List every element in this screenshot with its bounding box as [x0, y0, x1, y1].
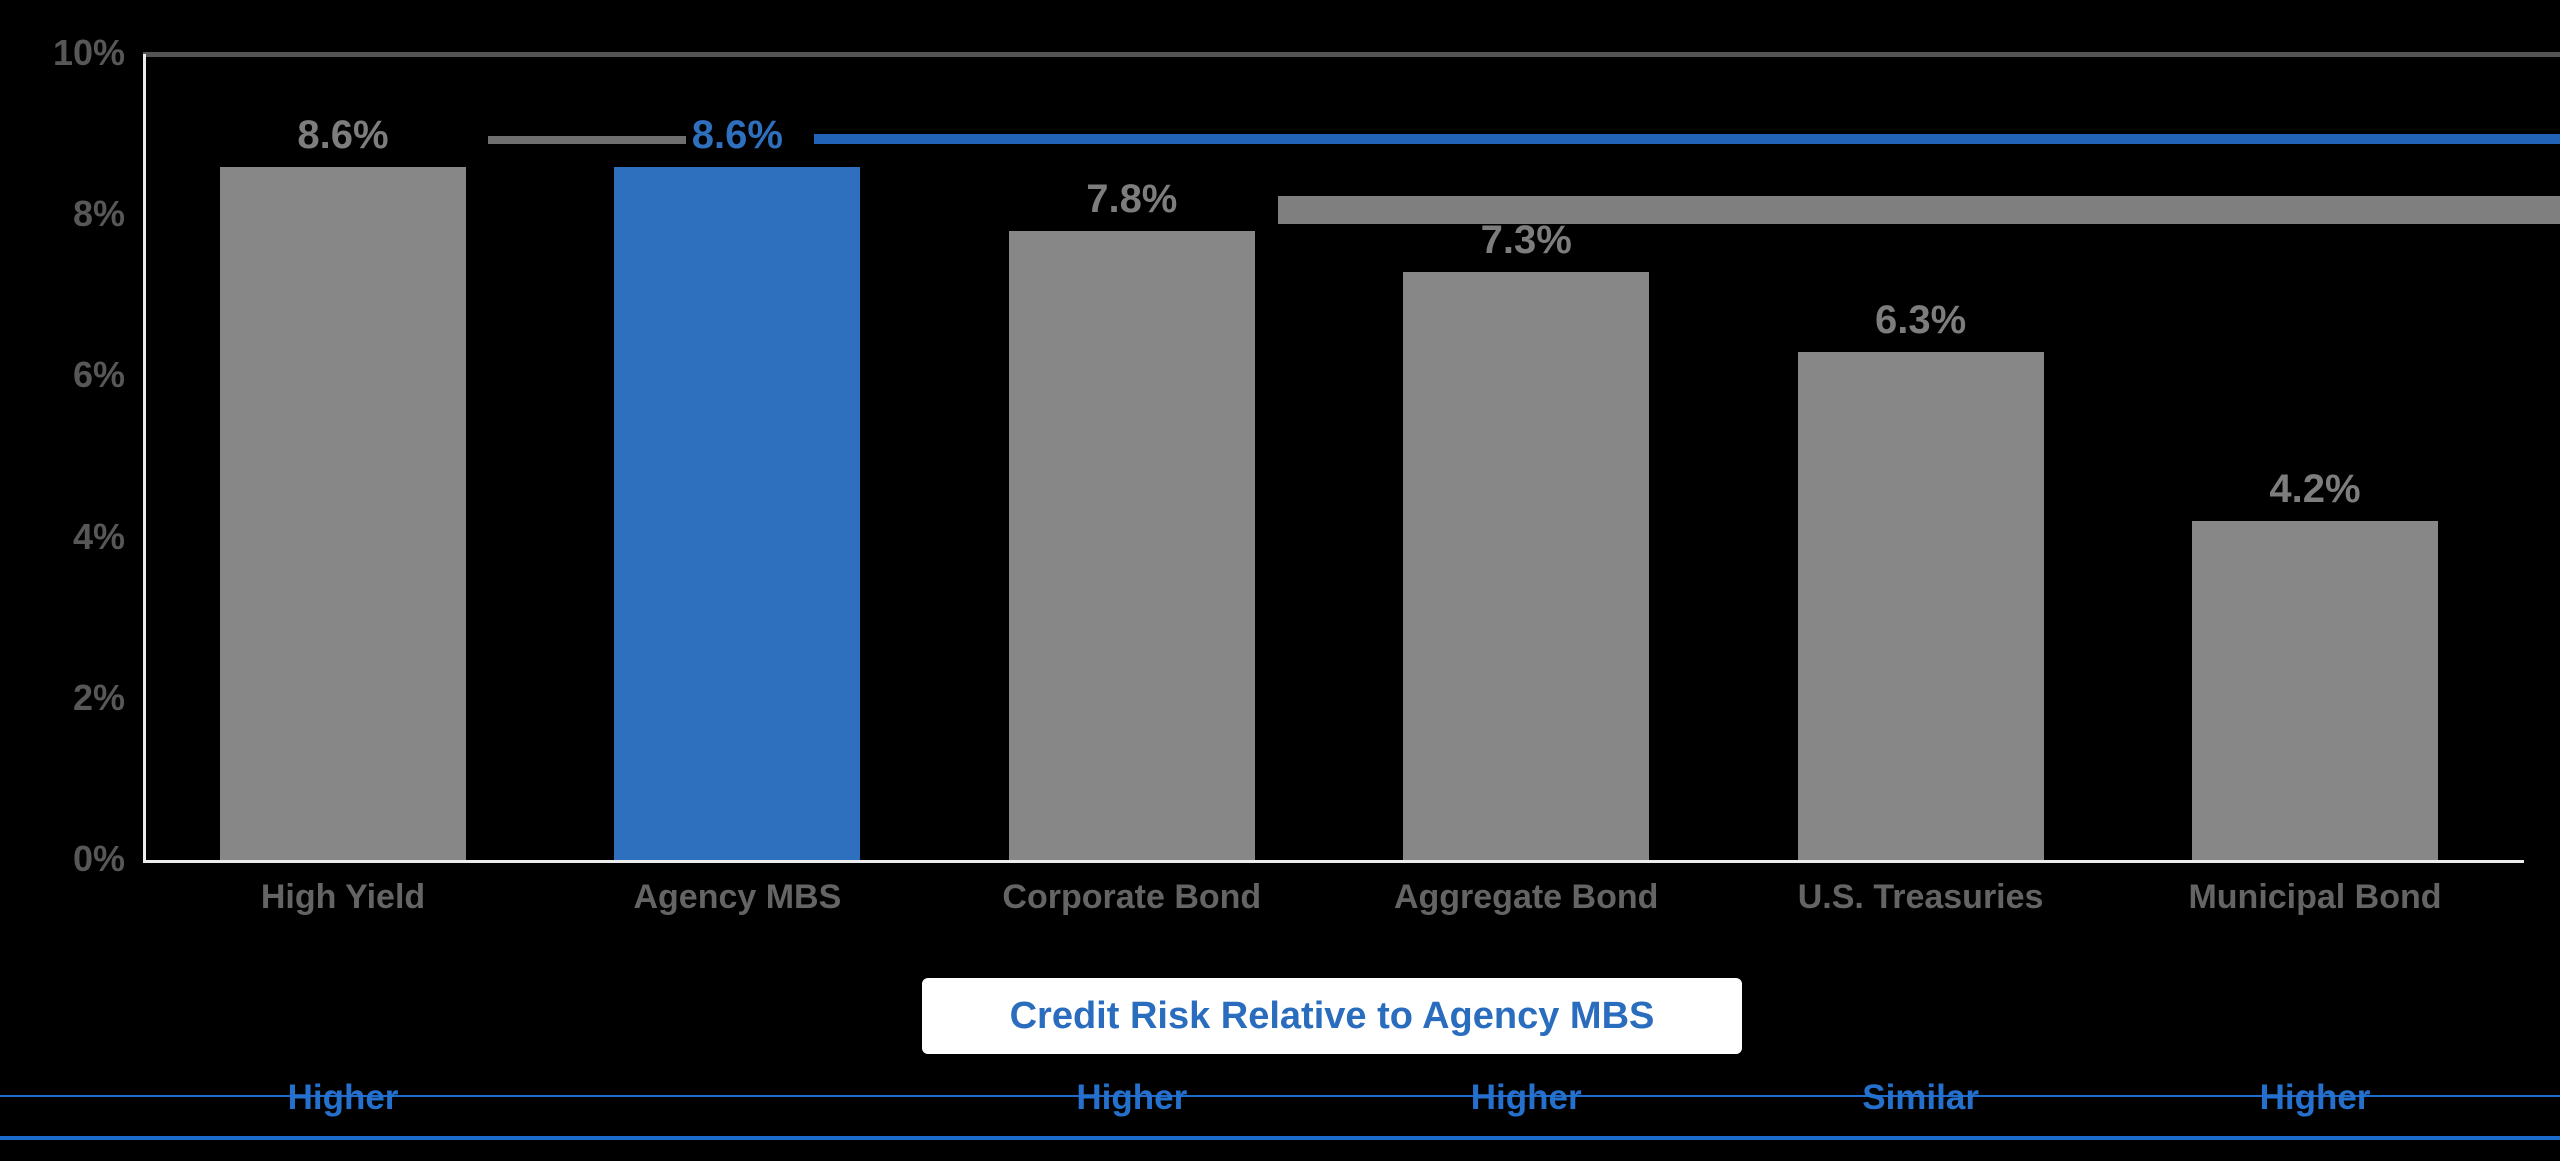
credit-risk-label: Higher — [2259, 1078, 2371, 1117]
bar-agency-mbs-highlighted — [614, 166, 861, 860]
bar-value-label: 4.2% — [2269, 467, 2361, 512]
y-tick-label: 10% — [52, 32, 125, 73]
reference-line-gray-segment — [488, 136, 686, 144]
gridline-10pct — [143, 52, 2560, 57]
bar-value-label: 7.8% — [1086, 177, 1178, 222]
bar-value-label: 7.3% — [1480, 217, 1572, 262]
bar — [1403, 271, 1650, 860]
reference-line-blue — [814, 134, 2560, 144]
bar-value-label: 8.6% — [691, 112, 783, 157]
y-tick-label: 6% — [72, 354, 125, 396]
gray-reference-band — [1278, 196, 2560, 224]
bar — [1008, 231, 1255, 860]
x-axis-category-label: Aggregate Bond — [1393, 878, 1659, 916]
bar — [1797, 352, 2044, 860]
y-tick-label: 2% — [72, 676, 125, 718]
x-axis-category-label: U.S. Treasuries — [1797, 878, 2044, 916]
bottom-rule — [0, 1136, 2560, 1140]
x-axis-category-label: Corporate Bond — [1002, 878, 1262, 916]
y-tick-label: 0% — [72, 838, 125, 879]
credit-risk-label: Higher — [1470, 1078, 1582, 1117]
x-axis-category-label: High Yield — [260, 878, 426, 916]
credit-risk-label: Higher — [1076, 1078, 1188, 1117]
credit-risk-label: Higher — [287, 1078, 399, 1117]
credit-risk-label: Similar — [1862, 1078, 1979, 1117]
y-tick-label: 8% — [72, 193, 125, 235]
x-axis-baseline — [143, 860, 2524, 863]
y-axis-line — [143, 54, 146, 863]
chart-subtitle-banner: Credit Risk Relative to Agency MBS — [922, 978, 1742, 1054]
bar-value-label: 8.6% — [297, 112, 389, 157]
x-axis-category-label: Municipal Bond — [2188, 878, 2442, 916]
y-tick-label: 4% — [72, 515, 125, 557]
bar — [220, 166, 466, 860]
x-axis-category-label: Agency MBS — [633, 878, 842, 916]
bar-value-label: 6.3% — [1875, 298, 1967, 343]
risk-row-rule — [0, 1095, 2560, 1097]
bar — [2192, 521, 2438, 860]
